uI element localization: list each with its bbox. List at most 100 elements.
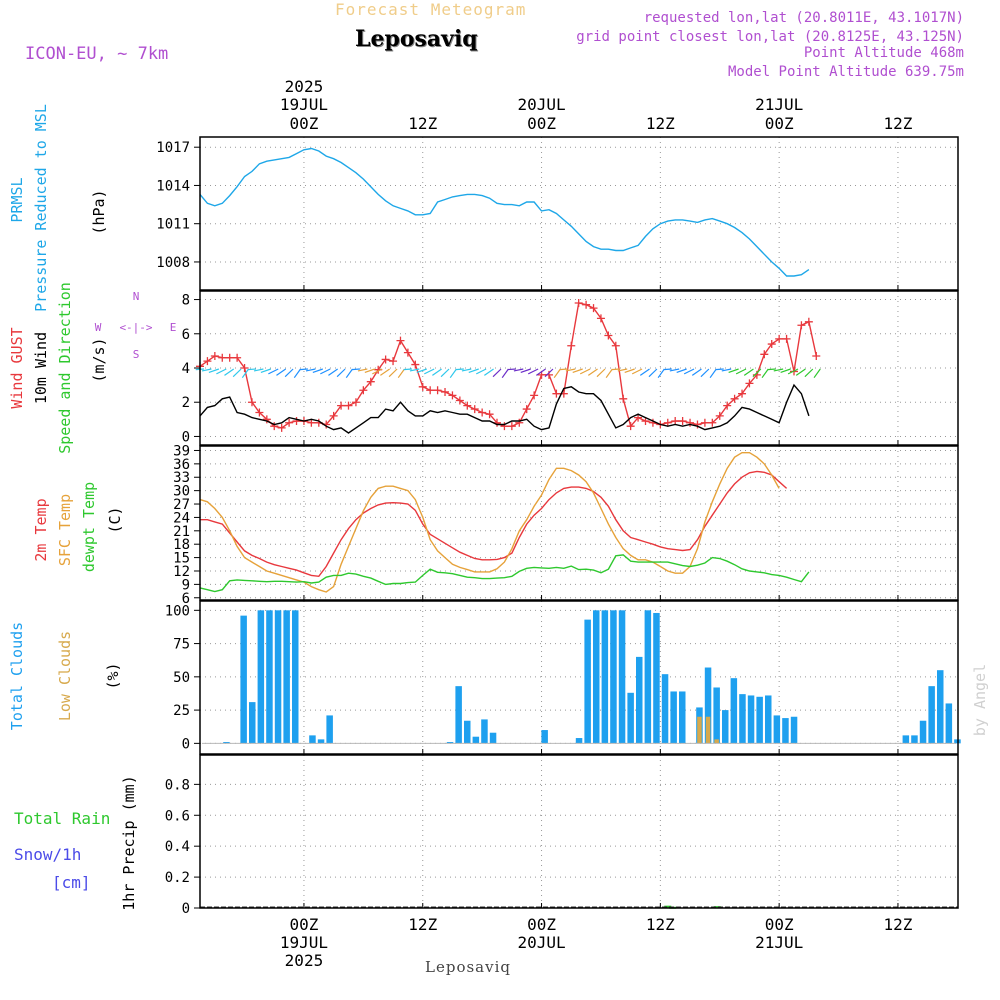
series-line-2m-temp [200,471,787,576]
pressure-unit: (hPa) [90,189,108,234]
temp-unit: (C) [106,506,124,533]
wind-arrow [450,369,456,378]
bottom-time-label: 12Z [408,915,437,934]
wind-label: 10m Wind [32,332,50,404]
low-cloud-bar [706,717,711,744]
cloud-bar [782,718,789,743]
temp2m-label: 2m Temp [32,498,50,561]
gust-marker [575,299,583,307]
gust-marker [523,405,531,413]
cloud-bar [903,735,910,743]
cloud-bar [240,616,247,744]
wind-arrow [710,369,716,378]
wind-arrow [701,369,709,377]
wind-arrow [224,369,233,375]
ytick-label: 50 [173,670,190,686]
cloud-bar [584,620,591,744]
cloud-bar [722,710,729,743]
ytick-label: 39 [173,443,190,459]
wind-arrow [767,369,775,370]
wind-arrow [658,369,664,378]
wind-dir-label: Speed and Direction [56,282,74,454]
bottom-time-label: 00Z [765,915,794,934]
gust-marker [567,342,575,350]
wind-arrow [233,369,241,377]
precip-label: 1hr Precip (mm) [120,775,138,910]
wind-arrow [432,369,441,375]
cloud-bar [258,610,265,743]
cloud-bar [636,657,643,743]
wind-arrow [441,369,449,377]
gust-marker [471,405,479,413]
wind-arrow [484,369,493,375]
wind-arrow [554,369,560,378]
wind-arrow [588,369,597,375]
wind-arrow [502,369,508,378]
bottom-year-label: 2025 [285,951,324,970]
cloud-bar [739,694,746,743]
gust-marker [783,335,791,343]
snow-unit-legend: [cm] [52,873,91,892]
cloud-bar [748,695,755,743]
gust-marker [218,354,226,362]
panel-frame [200,601,958,754]
cloud-bar [318,739,325,743]
wind-arrow [398,369,404,378]
wind-arrow [744,369,753,375]
top-time-label: 12Z [646,114,675,133]
gust-label: Wind GUST [8,327,26,408]
cloud-bar [662,674,669,743]
gust-marker [530,391,538,399]
wind-arrow [597,369,605,377]
top-time-label: 00Z [765,114,794,133]
gust-marker [619,395,627,403]
wind-unit: (m/s) [90,337,108,382]
compass-e: E [170,321,177,334]
gust-marker [775,335,783,343]
cloud-bar [326,715,333,743]
gust-marker [434,386,442,394]
ytick-label: 0.4 [165,839,190,855]
pressure-label-long: Pressure Reduced to MSL [32,104,50,312]
top-day-label: 19JUL [280,95,328,114]
wind-arrow [337,369,345,377]
cloud-bar [481,719,488,743]
bottom-time-label: 12Z [883,915,912,934]
cloud-bar [619,610,626,743]
ytick-label: 0.2 [165,870,190,886]
label-layer: 1008101110141017024686912151821242730333… [8,77,989,970]
gust-marker [404,349,412,357]
wind-arrow [404,369,412,370]
cloud-bar [292,610,299,743]
top-year-label: 2025 [285,77,324,96]
bottom-time-label: 00Z [527,915,556,934]
cloud-bar [670,691,677,743]
watermark: by Angel [971,664,989,736]
cloud-bar [920,721,927,744]
wind-arrow [285,369,293,377]
gust-marker [448,391,456,399]
cloud-bar [610,610,617,743]
compass-s: S [133,348,140,361]
ytick-label: 1008 [156,255,190,271]
wind-arrow [560,369,568,370]
ytick-label: 0.6 [165,808,190,824]
compass-arrow: <-|-> [119,321,152,334]
top-day-label: 21JUL [755,95,803,114]
series-line-pressure [200,149,809,277]
wind-arrow [606,369,612,378]
ytick-label: 4 [182,361,190,377]
cloud-bar [249,702,256,743]
gust-marker [679,417,687,425]
ytick-label: 6 [182,327,190,343]
cloud-bar [645,610,652,743]
low-cloud-bar [697,717,702,744]
panel-frame [200,446,958,600]
series-line-sfc-temp [200,453,779,592]
wind-arrow [814,369,820,378]
wind-arrow [346,369,352,378]
wind-arrow [640,369,649,375]
cloud-bar [275,610,282,743]
wind-arrow [328,369,337,375]
compass-n: N [133,290,140,303]
